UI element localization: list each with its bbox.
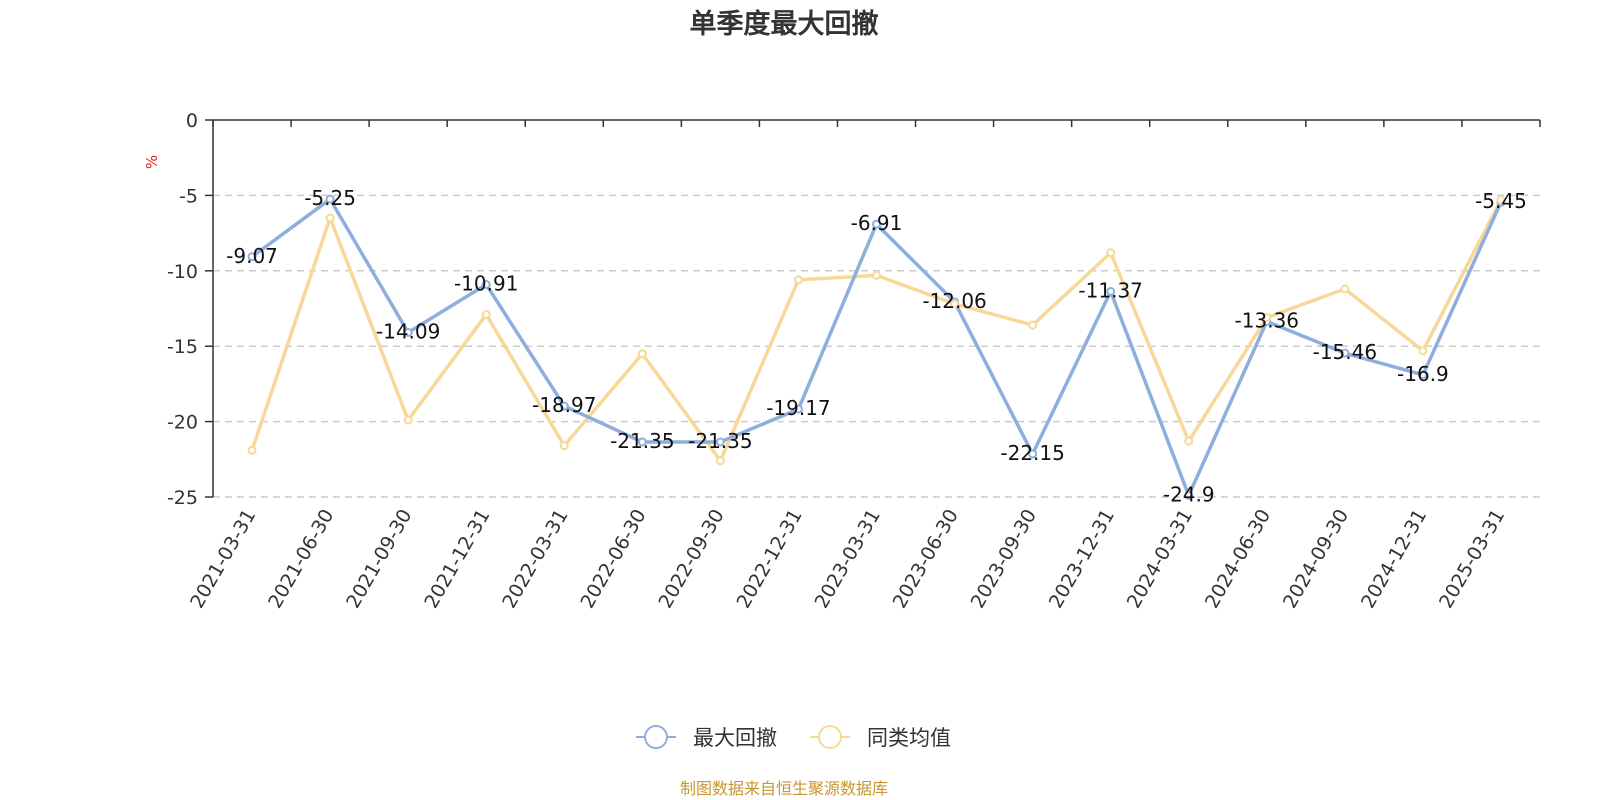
legend-marker — [644, 725, 668, 749]
data-label: -13.36 — [1235, 308, 1299, 332]
data-label: -5.45 — [1475, 189, 1527, 213]
y-axis-unit: % — [143, 155, 161, 169]
data-point — [481, 310, 491, 320]
x-tick-label: 2021-03-31 — [186, 506, 260, 613]
y-tick-label: -15 — [167, 336, 198, 358]
data-point — [872, 270, 881, 280]
x-tick-label: 2024-12-31 — [1357, 506, 1431, 613]
data-point — [872, 219, 881, 229]
data-label: -10.91 — [454, 272, 518, 296]
data-point — [715, 437, 725, 447]
data-point — [1106, 248, 1116, 258]
source-note: 制图数据来自恒生聚源数据库 — [680, 779, 888, 798]
legend: 最大回撤 同类均值 — [636, 725, 951, 750]
data-label: -24.9 — [1163, 482, 1215, 506]
data-label: -14.09 — [376, 319, 440, 343]
data-point — [950, 299, 960, 309]
y-tick-label: -5 — [179, 185, 198, 207]
data-point — [1106, 286, 1116, 296]
legend-marker — [818, 725, 842, 749]
data-label: -22.15 — [1000, 441, 1064, 465]
data-point — [637, 437, 647, 447]
data-point — [1496, 195, 1506, 205]
data-label: -12.06 — [922, 289, 986, 313]
x-tick-label: 2021-06-30 — [264, 506, 338, 613]
data-point — [1340, 348, 1350, 358]
data-point — [637, 349, 647, 359]
data-point — [1418, 346, 1428, 356]
data-point — [1262, 313, 1272, 323]
data-point — [247, 252, 257, 262]
data-label: -21.35 — [610, 429, 674, 453]
data-label: -19.17 — [766, 396, 830, 420]
x-tick-label: 2023-03-31 — [811, 506, 885, 613]
x-tick-label: 2023-12-31 — [1045, 506, 1119, 613]
x-tick-label: 2022-03-31 — [498, 506, 572, 613]
legend-label: 同类均值 — [867, 726, 951, 750]
data-point — [403, 415, 413, 425]
data-point — [1184, 436, 1194, 446]
x-tick-label: 2021-09-30 — [342, 506, 416, 613]
x-tick-label: 2023-09-30 — [967, 506, 1041, 613]
data-point — [715, 456, 725, 466]
data-label: -15.46 — [1313, 340, 1377, 364]
x-tick-label: 2021-12-31 — [420, 506, 494, 613]
y-tick-label: 0 — [186, 110, 198, 132]
x-tick-label: 2024-06-30 — [1201, 506, 1275, 613]
data-label: -21.35 — [688, 429, 752, 453]
data-point — [1340, 284, 1350, 294]
data-point — [793, 404, 803, 414]
x-tick-label: 2025-03-31 — [1435, 506, 1509, 613]
data-label: -9.07 — [226, 244, 278, 268]
data-point — [559, 401, 569, 411]
data-point — [325, 194, 335, 204]
data-label: -16.9 — [1397, 362, 1449, 386]
x-tick-label: 2022-12-31 — [733, 506, 807, 613]
data-points — [247, 194, 1506, 500]
data-point — [481, 280, 491, 290]
legend-label: 最大回撤 — [693, 726, 777, 750]
x-tick-label: 2023-06-30 — [889, 506, 963, 613]
data-point — [793, 275, 803, 285]
grid-lines — [213, 194, 1540, 498]
x-tick-label: 2022-06-30 — [576, 506, 650, 613]
data-label: -11.37 — [1078, 278, 1142, 302]
data-point — [325, 213, 335, 223]
data-point — [1184, 490, 1194, 500]
data-point — [1028, 449, 1038, 459]
data-label: -6.91 — [851, 211, 903, 235]
chart-title: 单季度最大回撤 — [690, 8, 879, 40]
data-point — [559, 441, 569, 451]
data-label: -5.25 — [304, 186, 356, 210]
data-labels: -9.07 -5.25 -14.09 -10.91 -18.97 -21.35 -21.35… — [226, 186, 1527, 506]
x-tick-label: 2022-09-30 — [654, 506, 728, 613]
data-point — [403, 327, 413, 337]
data-point — [247, 445, 257, 455]
x-tick-label: 2024-09-30 — [1279, 506, 1353, 613]
data-point — [1028, 320, 1038, 330]
x-tick-label: 2024-03-31 — [1123, 506, 1197, 613]
data-label: -18.97 — [532, 393, 596, 417]
y-tick-label: -10 — [167, 261, 198, 283]
data-point — [1418, 370, 1428, 380]
y-tick-label: -25 — [167, 487, 198, 509]
y-tick-label: -20 — [167, 412, 198, 434]
